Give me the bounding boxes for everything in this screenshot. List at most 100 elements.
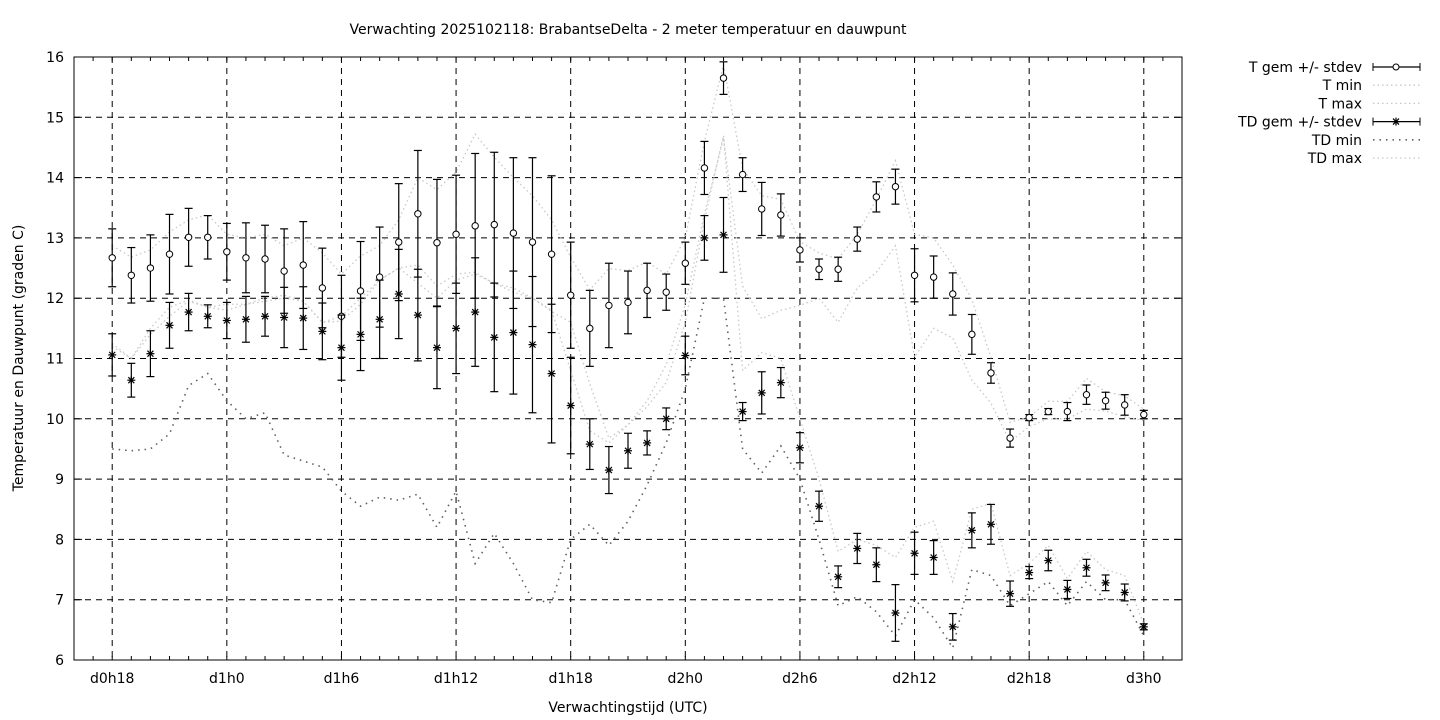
data-point [719, 61, 728, 95]
marker-stroke [892, 609, 899, 617]
data-point [604, 445, 613, 495]
star-marker [624, 446, 632, 455]
data-point [184, 292, 193, 332]
series-line [111, 64, 1145, 424]
circle-marker [547, 250, 556, 258]
star-marker [337, 343, 346, 352]
data-point [432, 178, 441, 307]
marker-stroke [567, 402, 575, 409]
star-marker [719, 230, 728, 239]
star-marker [184, 308, 193, 317]
star-marker [452, 324, 461, 333]
data-point [1082, 384, 1091, 405]
star-marker [815, 502, 824, 511]
legend-entry: T min [1322, 78, 1420, 94]
marker-stroke [108, 351, 116, 359]
data-point [795, 237, 804, 263]
star-marker [432, 343, 441, 352]
data-point [834, 256, 843, 282]
y-tick-label: 12 [46, 291, 64, 307]
data-point [566, 241, 575, 349]
data-point [681, 241, 690, 285]
data-point [815, 258, 824, 281]
grid [74, 57, 1182, 660]
series-t-gem-stdev [108, 61, 1148, 448]
star-marker [203, 312, 212, 321]
marker-stroke [624, 447, 632, 455]
marker-stroke [127, 376, 135, 384]
circle-marker [146, 264, 155, 272]
circle-marker [681, 259, 690, 267]
marker-stroke [815, 502, 823, 510]
marker-stroke [1083, 564, 1090, 572]
legend-entry: TD gem +/- stdev [1237, 115, 1421, 131]
data-point [222, 222, 231, 281]
marker-stroke [185, 308, 193, 316]
marker-stroke [204, 312, 212, 320]
x-tick-label: d2h0 [668, 671, 704, 687]
data-point [452, 174, 461, 294]
data-point [757, 181, 766, 237]
marker-stroke [1044, 557, 1052, 564]
series-layer [108, 61, 1148, 650]
circle-marker [414, 210, 422, 218]
data-point [261, 295, 270, 337]
circle-marker [165, 250, 174, 258]
marker-stroke [146, 350, 154, 358]
circle-marker [624, 298, 632, 307]
data-point [1139, 409, 1148, 420]
marker-stroke [1121, 589, 1129, 596]
x-tick-label: d0h18 [90, 671, 134, 687]
circle-marker [777, 211, 785, 219]
marker-stroke [395, 290, 403, 298]
circle-marker [643, 286, 651, 295]
data-point [108, 228, 117, 288]
marker-stroke [1063, 586, 1071, 593]
data-point [241, 222, 250, 294]
data-point [413, 149, 422, 278]
marker-stroke [242, 315, 250, 323]
marker-stroke [357, 330, 364, 338]
circle-marker [662, 288, 670, 296]
circle-marker [1120, 401, 1129, 409]
data-point [509, 270, 518, 395]
star-marker [394, 289, 403, 298]
data-point [165, 301, 174, 349]
data-point [967, 512, 976, 549]
marker-stroke [548, 370, 556, 377]
circle-marker [968, 330, 976, 339]
circle-marker [949, 290, 957, 298]
data-point [872, 547, 881, 583]
data-point [700, 140, 709, 196]
data-point [127, 362, 136, 398]
circle-marker [375, 273, 384, 281]
data-point [662, 407, 671, 431]
data-point [776, 366, 785, 399]
marker-stroke [796, 444, 804, 452]
y-axis-label: Temperatuur en Dauwpunt (graden C) [11, 225, 27, 493]
data-point [719, 196, 728, 273]
data-point [681, 335, 690, 376]
data-point [241, 295, 250, 343]
x-tick-label: d1h0 [209, 671, 245, 687]
star-marker [299, 314, 308, 323]
circle-marker [834, 265, 842, 273]
circle-marker [796, 246, 804, 254]
circle-marker [987, 369, 995, 377]
data-point [471, 257, 480, 367]
star-marker [585, 440, 594, 449]
data-point [1101, 574, 1110, 592]
star-marker [738, 407, 747, 416]
circle-marker [261, 255, 269, 263]
data-point [1101, 391, 1110, 410]
circle-marker [758, 205, 766, 213]
marker-stroke [605, 466, 613, 474]
data-point [872, 181, 881, 213]
data-point [413, 268, 422, 362]
marker-stroke [433, 344, 441, 352]
data-point [490, 151, 499, 298]
data-point [624, 432, 632, 469]
circle-marker [204, 233, 212, 241]
marker-stroke [280, 314, 288, 321]
